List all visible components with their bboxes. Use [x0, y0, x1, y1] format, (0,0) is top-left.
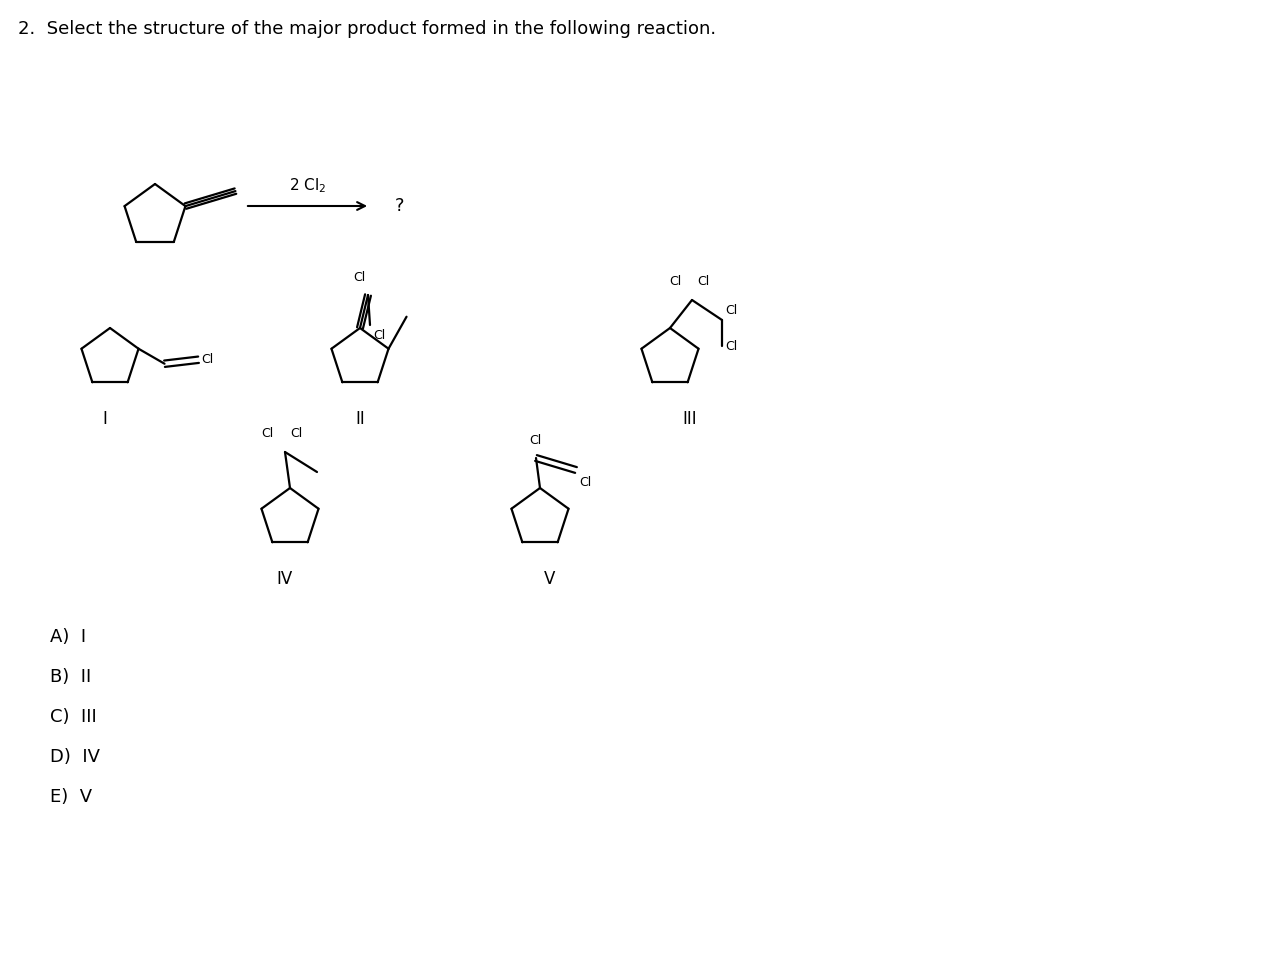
- Text: ?: ?: [395, 197, 404, 215]
- Text: E)  V: E) V: [50, 788, 92, 806]
- Text: Cl: Cl: [670, 275, 682, 288]
- Text: Cl: Cl: [697, 275, 710, 288]
- Text: III: III: [683, 410, 697, 428]
- Text: I: I: [102, 410, 107, 428]
- Text: Cl: Cl: [261, 427, 272, 440]
- Text: Cl: Cl: [725, 339, 737, 353]
- Text: B)  II: B) II: [50, 668, 91, 686]
- Text: 2.  Select the structure of the major product formed in the following reaction.: 2. Select the structure of the major pro…: [18, 20, 716, 38]
- Text: D)  IV: D) IV: [50, 748, 100, 766]
- Text: Cl: Cl: [530, 434, 541, 447]
- Text: Cl: Cl: [579, 476, 591, 489]
- Text: A)  I: A) I: [50, 628, 86, 646]
- Text: Cl: Cl: [202, 354, 214, 366]
- Text: Cl: Cl: [373, 329, 385, 342]
- Text: 2 Cl$_2$: 2 Cl$_2$: [289, 176, 326, 195]
- Text: IV: IV: [276, 570, 293, 588]
- Text: Cl: Cl: [725, 304, 737, 317]
- Text: C)  III: C) III: [50, 708, 97, 726]
- Text: V: V: [545, 570, 555, 588]
- Text: Cl: Cl: [290, 427, 302, 440]
- Text: II: II: [356, 410, 365, 428]
- Text: Cl: Cl: [354, 271, 366, 284]
